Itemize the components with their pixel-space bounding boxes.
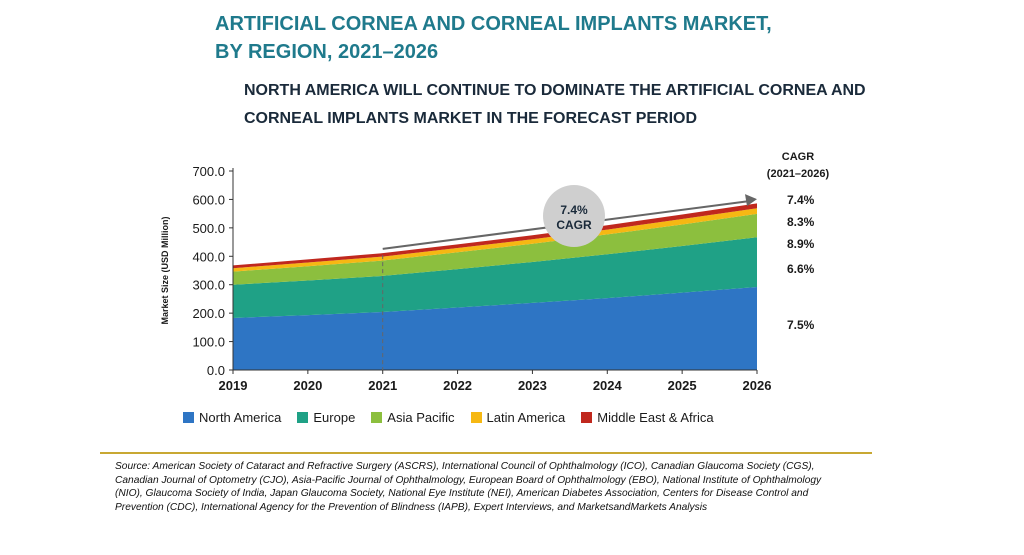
- cagr-bubble: [543, 185, 605, 247]
- legend-swatch-north-america: [183, 412, 194, 423]
- legend-item-middle-east-africa: Middle East & Africa: [581, 410, 714, 425]
- legend-swatch-asia-pacific: [371, 412, 383, 423]
- y-tick-label: 100.0: [192, 335, 225, 350]
- x-tick-label: 2024: [593, 378, 623, 393]
- legend-item-latin-america: Latin America: [470, 410, 566, 425]
- title-line-2: BY REGION, 2021–2026: [215, 41, 439, 63]
- y-tick-label: 700.0: [192, 164, 225, 179]
- y-tick-label: 300.0: [192, 278, 225, 293]
- cagr-value-europe: 6.6%: [787, 262, 815, 276]
- legend-swatch-middle-east-africa: [581, 412, 593, 423]
- y-axis-title: Market Size (USD Million): [160, 216, 170, 324]
- y-tick-label: 500.0: [192, 221, 225, 236]
- legend-item-asia-pacific: Asia Pacific: [371, 410, 455, 425]
- y-tick-label: 0.0: [207, 363, 225, 378]
- y-tick-label: 600.0: [192, 192, 225, 207]
- legend-swatch-europe: [297, 412, 309, 423]
- x-tick-label: 2019: [219, 378, 248, 393]
- chart-subtitle: NORTH AMERICA WILL CONTINUE TO DOMINATE …: [244, 77, 884, 133]
- x-tick-label: 2020: [293, 378, 322, 393]
- area-europe: [233, 237, 757, 318]
- cagr-bubble-label: CAGR: [556, 218, 592, 232]
- source-note: Source: American Society of Cataract and…: [115, 461, 822, 513]
- cagr-header-line-2: (2021–2026): [767, 168, 830, 180]
- legend-item-north-america: North America: [183, 410, 281, 425]
- title-line-1: ARTIFICIAL CORNEA AND CORNEAL IMPLANTS M…: [215, 13, 772, 35]
- area-chart: 0.0 100.0 200.0 300.0 400.0 500.0 600.0 700.0 20…: [160, 151, 830, 393]
- legend-swatch-latin-america: [470, 412, 482, 423]
- trend-arrow-head: [745, 194, 757, 207]
- cagr-value-north-america: 7.5%: [787, 318, 815, 332]
- cagr-value-asia-pacific: 8.9%: [787, 237, 815, 251]
- chart-legend: North America Europe Asia Pacific Latin …: [183, 410, 730, 425]
- legend-label-north-america: North America: [199, 410, 282, 425]
- legend-label-middle-east-africa: Middle East & Africa: [597, 410, 714, 425]
- area-asia-pacific: [233, 213, 757, 285]
- chart-title: ARTIFICIAL CORNEA AND CORNEAL IMPLANTS M…: [215, 10, 855, 66]
- legend-label-latin-america: Latin America: [486, 410, 566, 425]
- area-latin-america: [233, 208, 757, 272]
- cagr-value-latin-america: 8.3%: [787, 215, 815, 229]
- x-tick-label: 2023: [518, 378, 547, 393]
- x-tick-label: 2021: [368, 378, 397, 393]
- area-north-america: [233, 286, 757, 370]
- legend-item-europe: Europe: [297, 410, 355, 425]
- subtitle-line-2: CORNEAL IMPLANTS MARKET IN THE FORECAST …: [244, 110, 698, 127]
- x-tick-label: 2026: [743, 378, 772, 393]
- cagr-header-line-1: CAGR: [782, 151, 814, 163]
- subtitle-line-1: NORTH AMERICA WILL CONTINUE TO DOMINATE …: [244, 82, 866, 99]
- area-middle-east-africa: [233, 203, 757, 269]
- legend-label-asia-pacific: Asia Pacific: [387, 410, 455, 425]
- cagr-bubble-value: 7.4%: [560, 203, 588, 217]
- cagr-value-middle-east-africa: 7.4%: [787, 193, 815, 207]
- source-divider: [100, 452, 872, 454]
- y-tick-label: 200.0: [192, 306, 225, 321]
- x-tick-label: 2025: [668, 378, 697, 393]
- y-tick-label: 400.0: [192, 249, 225, 264]
- x-tick-label: 2022: [443, 378, 472, 393]
- legend-label-europe: Europe: [313, 410, 356, 425]
